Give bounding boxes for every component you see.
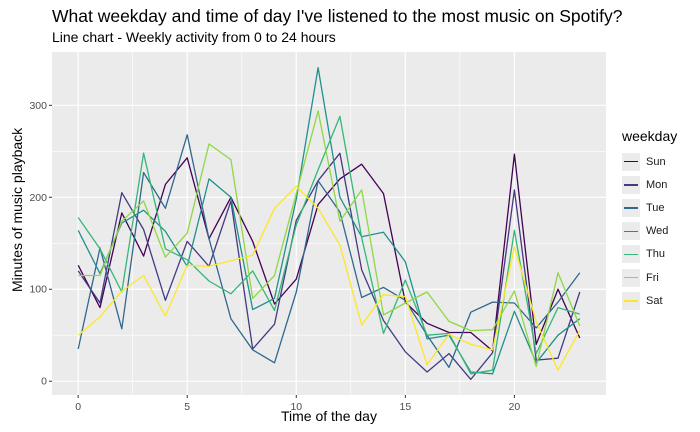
legend-key (622, 291, 640, 310)
chart-subtitle: Line chart - Weekly activity from 0 to 2… (52, 29, 336, 45)
x-axis-label: Time of the day (281, 408, 377, 424)
legend-swatch (624, 277, 638, 279)
series-line-tue (77, 134, 581, 369)
y-tick-label: 100 (29, 284, 47, 296)
series-line-fri (78, 110, 581, 368)
legend-swatch (624, 230, 638, 232)
plot-panel (52, 52, 606, 395)
legend-label: Mon (646, 178, 668, 191)
series-line-sun (77, 153, 581, 352)
x-tick-label: 20 (509, 401, 521, 413)
legend-item-tue: Tue (622, 196, 677, 219)
legend-key (622, 198, 640, 217)
legend-swatch (624, 207, 638, 209)
series-line-thu (77, 115, 580, 375)
legend-label: Sun (646, 155, 666, 168)
legend-item-sun: Sun (622, 150, 677, 173)
legend-label: Fri (646, 271, 659, 284)
x-tick-label: 15 (399, 401, 411, 413)
legend-item-fri: Fri (622, 266, 677, 289)
legend-item-sat: Sat (622, 289, 677, 312)
chart-title: What weekday and time of day I've listen… (52, 6, 623, 26)
y-tick-label: 300 (29, 100, 47, 112)
legend-item-wed: Wed (622, 220, 677, 243)
y-tick-label: 0 (41, 376, 47, 388)
legend-swatch (624, 253, 638, 256)
legend-label: Tue (646, 201, 665, 214)
legend-item-mon: Mon (622, 173, 677, 196)
legend-key (622, 268, 640, 287)
legend-key (622, 175, 640, 194)
legend-label: Thu (646, 248, 665, 261)
x-tick-label: 5 (184, 401, 190, 413)
series-line-sat (77, 185, 581, 371)
legend-title: weekday (622, 128, 678, 144)
legend-label: Sat (646, 294, 663, 307)
legend-swatch (624, 184, 638, 186)
series-line-wed (77, 66, 581, 375)
legend-key (622, 245, 640, 264)
legend-swatch (624, 300, 638, 302)
legend: weekday Sun Mon Tue Wed Thu Fri Sat (622, 128, 677, 312)
x-tick-label: 10 (290, 401, 302, 413)
y-tick-label: 200 (29, 192, 47, 204)
legend-label: Wed (646, 225, 669, 238)
legend-key (622, 152, 640, 171)
legend-swatch (624, 161, 638, 163)
legend-key (622, 222, 640, 241)
x-tick-label: 0 (75, 401, 81, 413)
legend-item-thu: Thu (622, 243, 677, 266)
